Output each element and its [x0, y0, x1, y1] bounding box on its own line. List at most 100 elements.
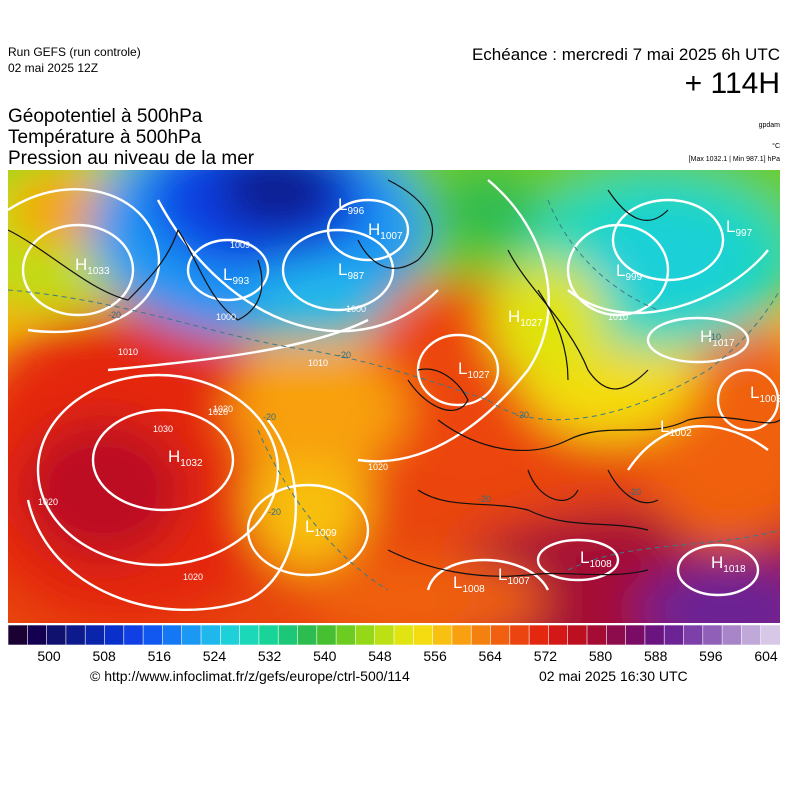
isobar-label: 1010 — [608, 312, 628, 322]
isobar-labels: 1030102010201020101010001009102010101000… — [38, 240, 628, 582]
colorbar-tick-label: 508 — [92, 648, 116, 664]
colorbar-cell — [220, 625, 241, 645]
isobar-label: 1020 — [213, 404, 233, 414]
pressure-center-high: H1027 — [508, 307, 543, 329]
isobar-label: 1020 — [368, 462, 388, 472]
colorbar-ticks: 500 508 516 524 532 540 548 556 564 572 580 588 596 6… — [8, 648, 780, 668]
colorbar-cell — [46, 625, 67, 645]
isobar-label: 1009 — [230, 240, 250, 250]
pressure-center-low: L997 — [726, 217, 753, 239]
colorbar-cell — [162, 625, 183, 645]
colorbar-cell — [393, 625, 415, 645]
colorbar-cell — [760, 625, 780, 645]
geopotential-field — [8, 170, 780, 623]
isobar-label: 1010 — [118, 347, 138, 357]
colorbar-cell — [586, 625, 608, 645]
pressure-center-low: L1003 — [750, 383, 780, 405]
colorbar-cell — [548, 625, 569, 645]
colorbar-cell — [181, 625, 202, 645]
colorbar-cell — [605, 625, 627, 645]
colorbar-cell — [8, 625, 29, 645]
pressure-range: [Max 1032.1 | Min 987.1] hPa — [688, 156, 780, 163]
isotherm-label: -20 — [478, 494, 491, 504]
colorbar-cell — [335, 625, 357, 645]
colorbar-cell — [412, 625, 434, 645]
colorbar-tick-label: 580 — [588, 648, 613, 664]
colorbar-cell — [123, 625, 144, 645]
colorbar-cell — [258, 625, 279, 645]
colorbar-tick-label: 572 — [533, 648, 558, 664]
run-name: Run GEFS (run controle) — [8, 45, 141, 59]
title-temperature: Température à 500hPa — [8, 127, 202, 148]
colorbar-cell — [663, 625, 685, 645]
colorbar-cell — [374, 625, 395, 645]
pressure-center-low: L1008 — [453, 573, 485, 595]
colorbar-cell — [65, 625, 87, 645]
colorbar-cell — [702, 625, 723, 645]
pressure-center-low: L1009 — [305, 517, 337, 539]
isotherm-label: -20 — [516, 410, 529, 420]
run-date: 02 mai 2025 12Z — [8, 61, 99, 75]
colorbar-tick-label: 516 — [147, 648, 171, 664]
colorbar-tick-label: 500 — [37, 648, 61, 664]
isotherm-label: -20 — [338, 350, 351, 360]
unit-celsius: °C — [772, 143, 780, 150]
colorbar-cell — [625, 625, 646, 645]
pressure-center-low: L1027 — [458, 359, 490, 381]
pressure-center-low: L996 — [338, 195, 365, 217]
colorbar-cell — [355, 625, 376, 645]
isobar-label: 1000 — [216, 312, 236, 322]
pressure-center-high: H1032 — [168, 447, 203, 469]
colorbar-tick-label: 588 — [644, 648, 668, 664]
pressure-center-high: H1018 — [711, 553, 746, 575]
isobars — [8, 179, 780, 612]
colorbar-cell — [644, 625, 666, 645]
colorbar-cell — [509, 625, 530, 645]
issue-time: 02 mai 2025 16:30 UTC — [539, 668, 688, 684]
unit-gpdam: gpdam — [758, 122, 780, 129]
colorbar-tick-label: 556 — [423, 648, 447, 664]
colorbar-cell — [104, 625, 125, 645]
pressure-center-high: H1017 — [700, 327, 735, 349]
isotherm-labels: -20 -20 -20 -20 -20 -20 -20 -10 — [108, 310, 721, 517]
colorbar-tick-label: 524 — [202, 648, 227, 664]
pressure-center-high: H1007 — [368, 220, 403, 242]
isobar-label: 1020 — [208, 407, 228, 417]
colorbar-tick-label: 548 — [368, 648, 392, 664]
colorbar-cell — [200, 625, 222, 645]
title-geopotential: Géopotentiel à 500hPa — [8, 106, 203, 127]
colorbar-cell — [432, 625, 453, 645]
colorbar-cell — [316, 625, 337, 645]
copyright-url: © http://www.infoclimat.fr/z/gefs/europe… — [90, 668, 410, 684]
isobar-label: 1020 — [183, 572, 203, 582]
isotherm-label: -20 — [628, 487, 641, 497]
colorbar-cell — [239, 625, 260, 645]
colorbar-tick-label: 532 — [257, 648, 282, 664]
colorbar-cell — [470, 625, 492, 645]
pressure-center-low: L999 — [616, 261, 643, 283]
colorbar-cell — [528, 625, 550, 645]
isobar-label: 1010 — [308, 358, 328, 368]
pressure-center-low: L993 — [223, 265, 250, 287]
isotherm-label: -20 — [268, 507, 281, 517]
colorbar-tick-label: 540 — [313, 648, 337, 664]
coastlines — [8, 179, 780, 577]
isotherm-label: -20 — [108, 310, 121, 320]
colorbar-cell — [277, 625, 299, 645]
isotherms — [8, 199, 780, 591]
isobar-label: 1000 — [346, 304, 366, 314]
colorbar-tick-label: 564 — [478, 648, 502, 664]
colorbar-cell — [741, 625, 762, 645]
colorbar-cell — [297, 625, 318, 645]
isobar-label: 1020 — [38, 497, 58, 507]
colorbar-cell — [84, 625, 106, 645]
lead-time: + 114H — [684, 67, 780, 100]
pressure-center-high: H1033 — [75, 255, 110, 277]
pressure-center-low: L987 — [338, 260, 365, 282]
colorbar — [8, 625, 780, 645]
colorbar-cell — [490, 625, 511, 645]
isobar-label: 1030 — [153, 424, 173, 434]
title-pressure: Pression au niveau de la mer — [8, 148, 255, 169]
